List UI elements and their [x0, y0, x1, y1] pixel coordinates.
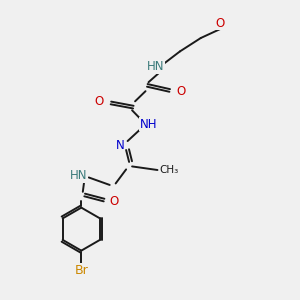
- Text: O: O: [177, 85, 186, 98]
- Text: CH₃: CH₃: [160, 165, 179, 175]
- Text: O: O: [215, 16, 225, 30]
- Text: N: N: [116, 139, 124, 152]
- Text: O: O: [110, 195, 119, 208]
- Text: NH: NH: [140, 118, 157, 130]
- Text: HN: HN: [147, 61, 165, 74]
- Text: O: O: [94, 95, 104, 108]
- Text: Br: Br: [74, 263, 88, 277]
- Text: HN: HN: [70, 169, 87, 182]
